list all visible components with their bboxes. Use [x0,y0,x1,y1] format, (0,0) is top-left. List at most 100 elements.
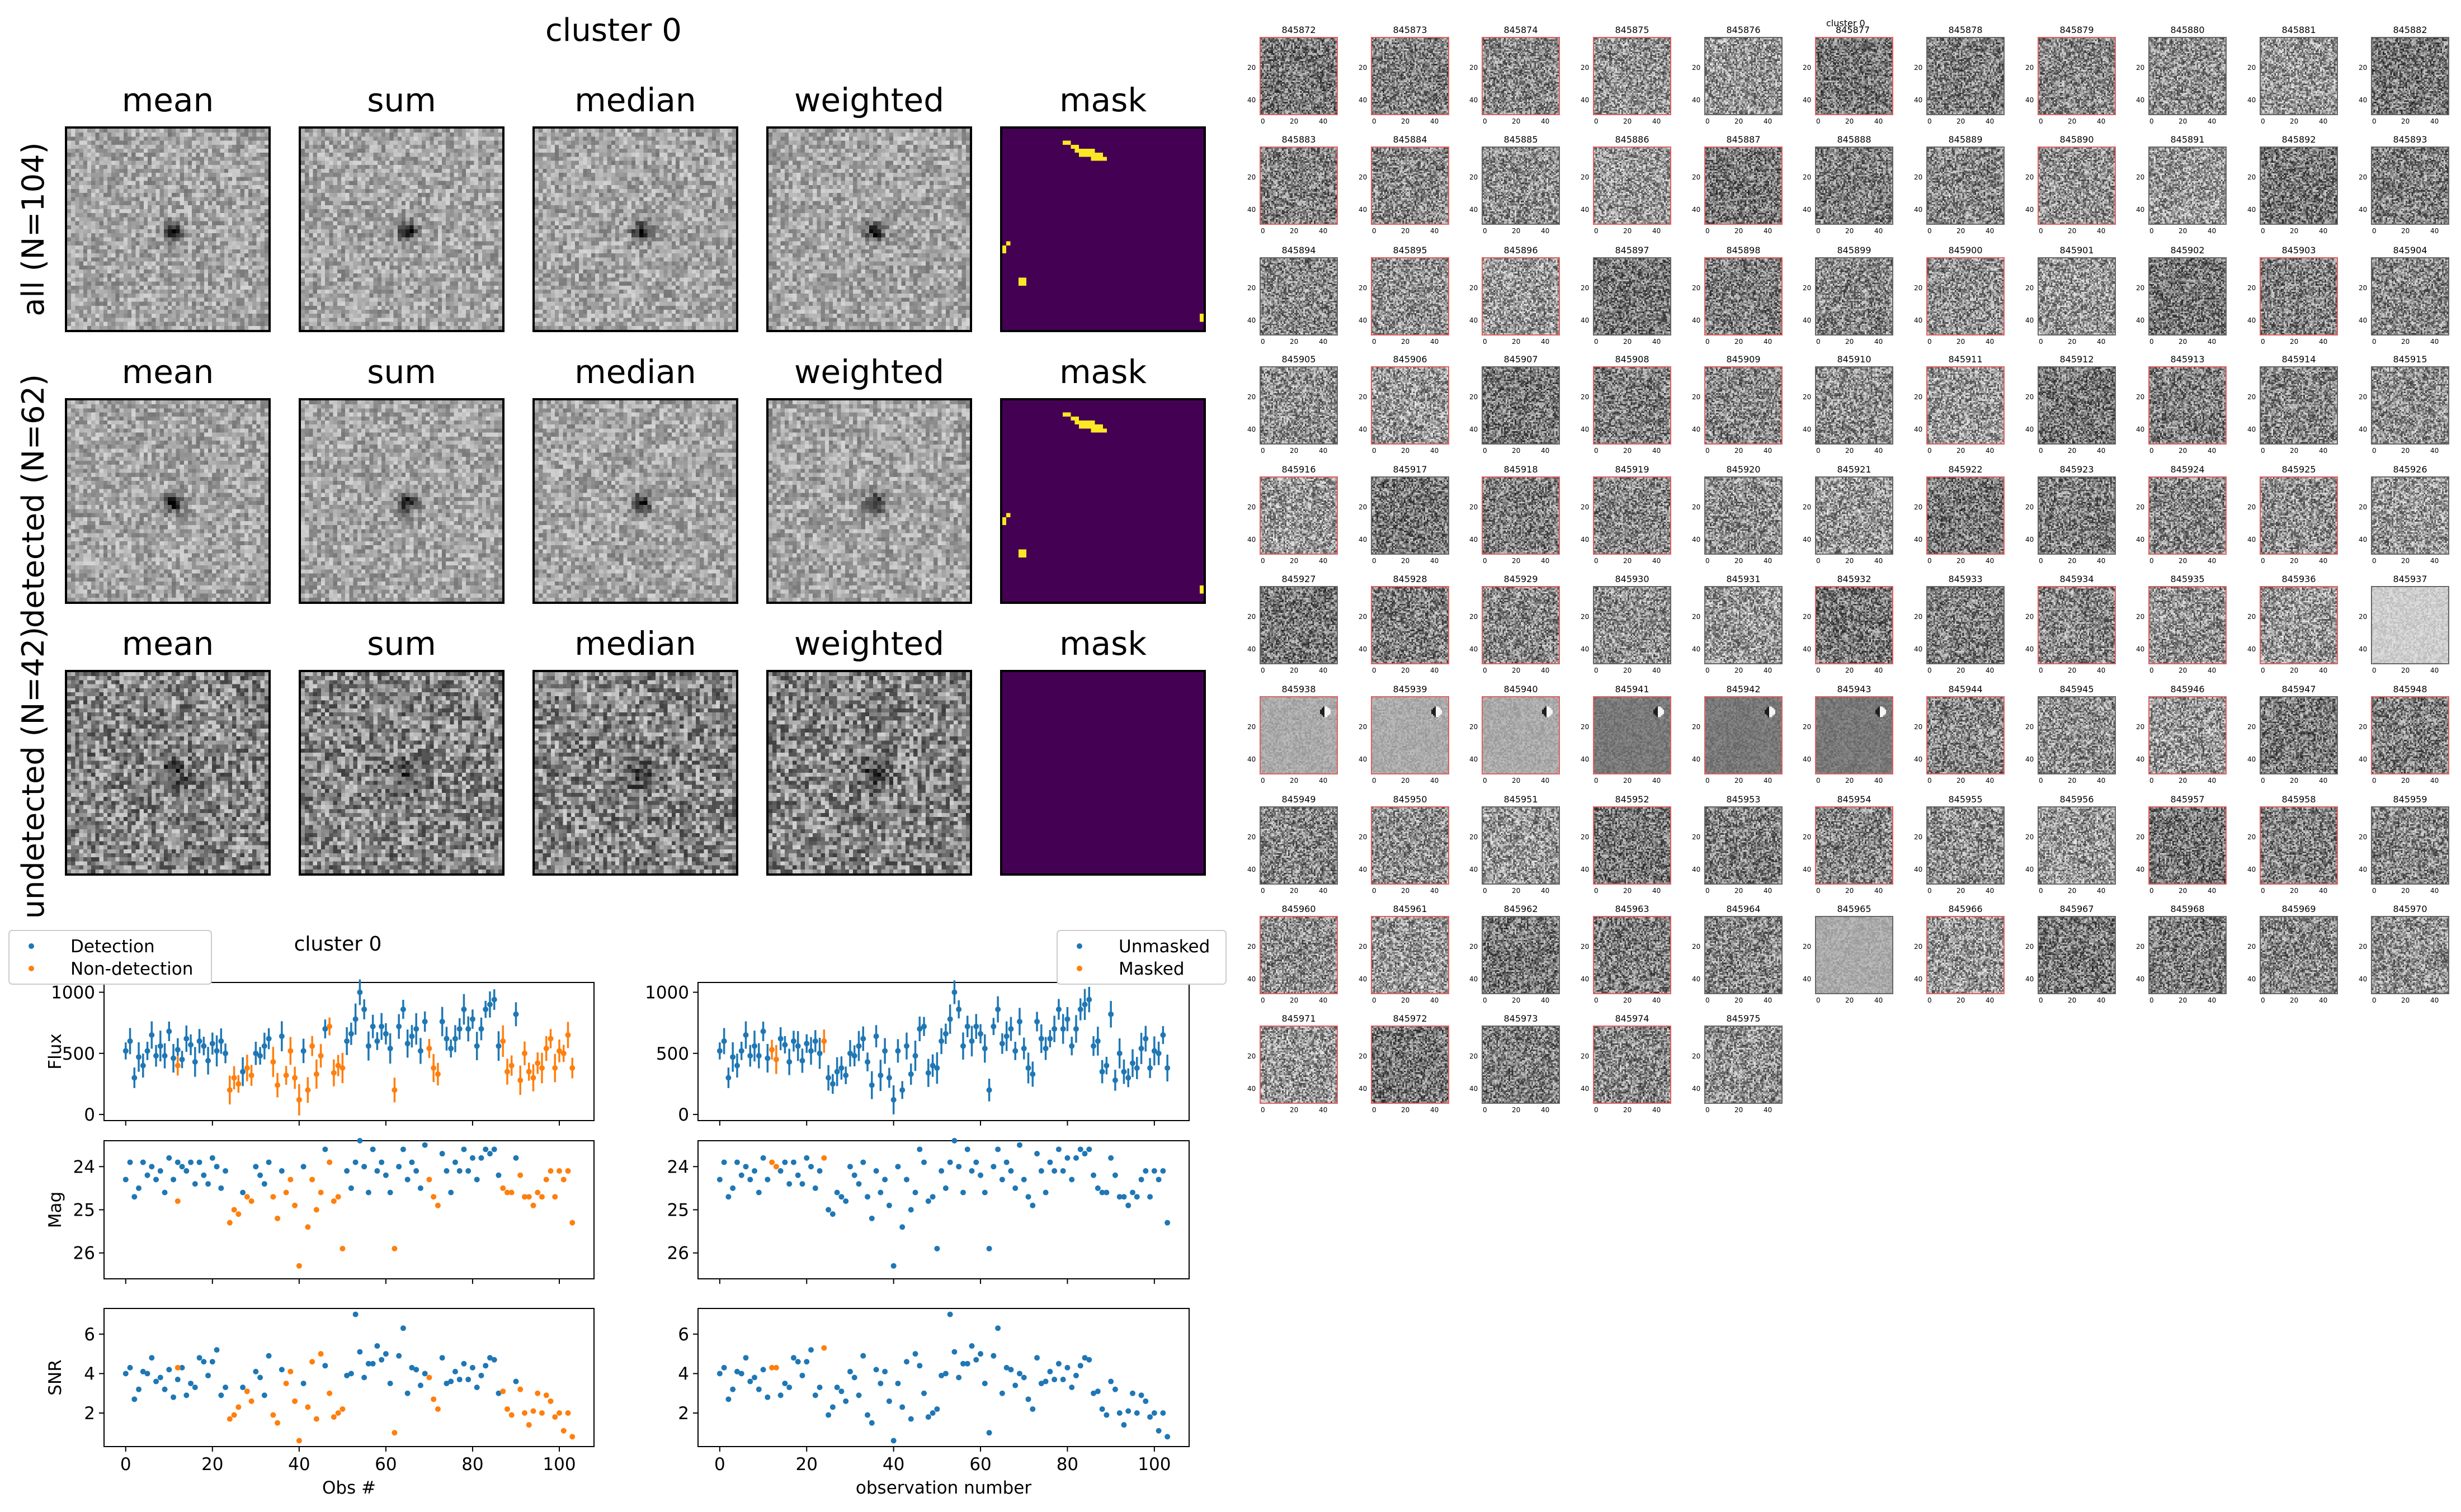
stamp-col-title: mask [1059,625,1147,663]
stamp-col-title: median [574,353,696,391]
thumbnail-image [1926,476,2005,555]
thumb-y-tick-label: 20 [1581,943,1590,951]
thumb-x-tick-label: 0 [1705,557,1710,565]
thumbnail-image [1482,696,1560,774]
thumb-x-tick-label: 20 [2068,338,2077,346]
x-tick-label: 20 [201,1454,223,1475]
thumbnail-image [1371,257,1449,336]
thumb-y-tick-label: 40 [1914,426,1923,433]
thumbnail-image [2260,696,2338,774]
data-point [951,989,958,995]
data-point [309,1043,315,1049]
data-point [1138,1392,1144,1398]
data-point [192,1385,198,1391]
data-point [214,1164,220,1170]
data-point [556,1168,562,1174]
data-point [127,1364,133,1371]
thumb-x-tick-label: 20 [1401,996,1410,1004]
data-point [999,1041,1005,1047]
thumb-x-tick-label: 0 [1816,338,1821,346]
data-point [179,1364,185,1371]
thumbnail-image [2260,37,2338,115]
thumb-x-tick-label: 40 [1541,227,1550,235]
thumb-x-tick-label: 0 [1816,667,1821,674]
thumbnail-image [1371,366,1449,445]
data-point [760,1155,766,1161]
data-point [1121,1069,1127,1075]
thumb-y-tick-label: 40 [1359,975,1368,983]
x-tick-label: 60 [969,1454,991,1475]
thumbnail-id: 845898 [1726,245,1761,256]
data-point [231,1412,237,1418]
data-point [786,1385,793,1391]
data-point [257,1053,263,1059]
thumb-x-tick-label: 20 [2068,447,2077,455]
data-point [995,1146,1001,1152]
thumb-x-tick-label: 0 [1705,996,1710,1004]
thumb-x-tick-label: 40 [1319,447,1328,455]
thumb-x-tick-label: 20 [2290,338,2299,346]
thumb-y-tick-label: 20 [1469,833,1478,841]
thumb-y-tick-label: 40 [1359,206,1368,214]
y-tick-label: 4 [84,1364,95,1384]
thumb-y-tick-label: 20 [2359,64,2368,72]
data-point [747,1053,753,1059]
thumbnail-id: 845913 [2170,354,2205,365]
data-point [1129,1060,1135,1066]
data-point [496,1390,502,1396]
data-point [543,1176,549,1183]
thumbnail-id: 845887 [1726,134,1761,145]
thumb-y-tick-label: 20 [1914,943,1923,951]
chart-title: cluster 0 [294,933,382,956]
data-point [752,1168,758,1174]
thumb-y-tick-label: 20 [1359,613,1368,621]
thumbnail-id: 845894 [1281,245,1316,256]
thumbnail-image [2148,696,2227,774]
data-point [379,1357,385,1363]
thumbnail-id: 845891 [2170,134,2205,145]
thumbnail-id: 845882 [2393,25,2427,35]
data-point [235,1404,242,1410]
thumb-y-tick-label: 20 [1803,393,1812,401]
thumb-y-tick-label: 20 [2025,833,2034,841]
thumbnail-id: 845933 [1948,574,1983,584]
thumbnail-image [2148,476,2227,555]
data-point [565,1168,571,1174]
data-point [978,1031,984,1037]
thumb-x-tick-label: 0 [1927,338,1932,346]
thumb-x-tick-label: 40 [1874,557,1883,565]
thumb-x-tick-label: 40 [1652,667,1661,674]
thumb-x-tick-label: 20 [2179,117,2187,125]
thumb-y-tick-label: 20 [1803,284,1812,292]
data-point [1095,1185,1101,1191]
data-point [782,1159,788,1165]
thumb-y-tick-label: 40 [1469,96,1478,104]
thumb-y-tick-label: 20 [1247,1052,1256,1060]
data-point [313,1207,319,1213]
thumb-y-tick-label: 20 [2359,833,2368,841]
data-point [122,1048,129,1054]
data-point [465,1168,472,1174]
data-point [474,1385,480,1391]
thumb-x-tick-label: 0 [1372,996,1376,1004]
data-point [240,1385,246,1391]
thumbnail-image [2371,147,2449,225]
data-point [1095,1038,1101,1044]
data-point [1104,1062,1110,1069]
y-tick-label: 25 [73,1201,95,1221]
data-point [991,1164,997,1170]
data-point [483,1007,489,1013]
data-point [552,1414,558,1420]
thumbnail-image [1482,806,1560,885]
thumb-x-tick-label: 0 [1261,338,1265,346]
data-point [895,1381,901,1387]
thumb-y-tick-label: 20 [2359,943,2368,951]
thumb-x-tick-label: 0 [1594,1106,1599,1114]
data-point [999,1176,1005,1183]
data-point [296,1263,302,1269]
thumbnail-image [1482,37,1560,115]
thumbnail-id: 845899 [1837,245,1871,256]
thumb-x-tick-label: 0 [1483,777,1487,785]
thumbnail-id: 845873 [1393,25,1427,35]
data-point [1021,1374,1027,1381]
